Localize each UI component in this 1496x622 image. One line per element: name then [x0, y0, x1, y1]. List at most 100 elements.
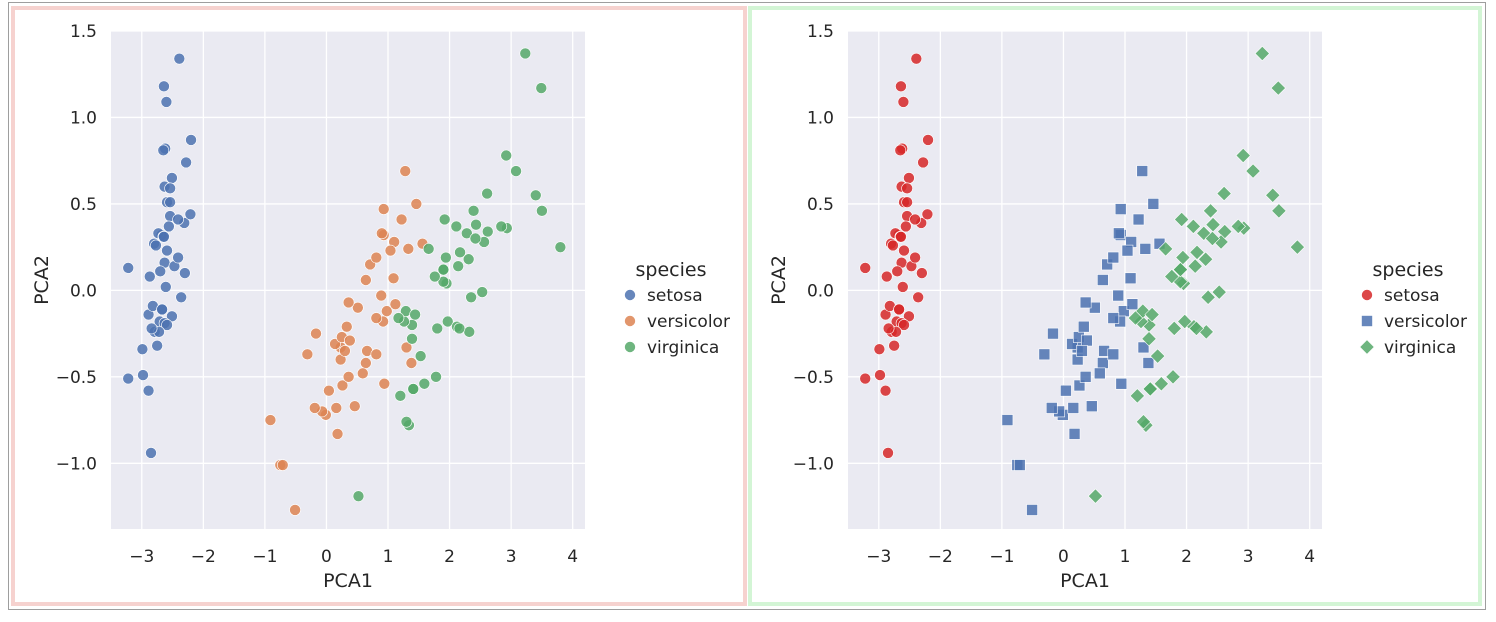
- setosa-point: [874, 369, 886, 381]
- versicolor-point: [336, 379, 349, 392]
- virginica-point: [454, 246, 466, 259]
- left-chart-panel: −3 −2 −1 0 1 2 3 4 1.5 1.0 0.5 0.0 −0.5 −1.0 PCA1 PCA2 s…: [11, 6, 747, 606]
- y-tick-label: 1.0: [70, 108, 97, 128]
- virginica-point: [535, 82, 548, 94]
- versicolor-point: [1013, 459, 1026, 471]
- legend-label-virginica: virginica: [647, 338, 719, 358]
- y-tick-label: −0.5: [793, 368, 834, 388]
- legend: species setosa versicolor virginica: [1359, 259, 1467, 358]
- virginica-point: [1271, 203, 1287, 219]
- data-points: [122, 47, 567, 516]
- versicolor-point: [1137, 341, 1150, 354]
- setosa-point: [901, 196, 913, 208]
- versicolor-point: [1085, 400, 1098, 413]
- versicolor-point: [1114, 203, 1127, 215]
- versicolor-point: [1047, 327, 1059, 340]
- virginica-point: [1164, 268, 1180, 285]
- virginica-point: [1135, 414, 1152, 430]
- setosa-point: [160, 96, 173, 108]
- y-tick-label: 1.5: [70, 22, 97, 42]
- y-axis-label: PCA2: [31, 255, 53, 305]
- x-tick-label: 1: [383, 547, 394, 567]
- setosa-point: [159, 281, 172, 293]
- setosa-point: [901, 182, 913, 195]
- virginica-point: [1153, 376, 1169, 392]
- versicolor-point: [342, 371, 355, 383]
- setosa-point: [172, 213, 184, 226]
- versicolor-point: [378, 377, 391, 390]
- series-setosa: [122, 52, 197, 459]
- versicolor-point: [389, 298, 402, 311]
- setosa-point: [900, 220, 912, 233]
- x-tick-label: −2: [928, 547, 953, 567]
- x-tick-label: 2: [1181, 547, 1192, 567]
- virginica-point: [431, 322, 444, 335]
- virginica-point: [510, 165, 522, 177]
- series-virginica: [352, 47, 567, 502]
- versicolor-point: [410, 198, 423, 210]
- virginica-point: [437, 263, 450, 276]
- virginica-point: [1150, 348, 1166, 364]
- x-tick-label: 4: [567, 547, 578, 567]
- y-tick-label: −0.5: [56, 368, 97, 388]
- versicolor-point: [352, 301, 364, 314]
- x-tick-label: 2: [444, 547, 455, 567]
- legend-label-virginica: virginica: [1384, 338, 1456, 358]
- versicolor-point: [310, 327, 322, 340]
- x-tick-label: −1: [989, 547, 1014, 567]
- x-tick-label: −2: [191, 547, 216, 567]
- virginica-point: [1185, 218, 1201, 235]
- versicolor-point: [1045, 402, 1058, 414]
- tick-labels: −3 −2 −1 0 1 2 3 4 1.5 1.0 0.5 0.0 −0.5 −1.0: [56, 22, 578, 567]
- versicolor-point: [1038, 348, 1051, 361]
- legend: species setosa versicolor virginica: [624, 259, 730, 358]
- virginica-point: [400, 415, 413, 428]
- setosa-point: [136, 343, 149, 355]
- versicolor-point: [1112, 289, 1125, 302]
- setosa-point: [903, 310, 915, 323]
- setosa-point: [122, 262, 135, 274]
- versicolor-point: [1121, 244, 1134, 257]
- virginica-point: [437, 275, 450, 288]
- virginica-point: [418, 377, 431, 390]
- virginica-point: [554, 241, 567, 253]
- setosa-point: [157, 144, 170, 157]
- setosa-point: [903, 172, 915, 184]
- legend-label-versicolor: versicolor: [647, 312, 730, 332]
- versicolor-point: [1101, 258, 1113, 271]
- setosa-point: [880, 270, 893, 283]
- versicolor-point: [1060, 384, 1072, 397]
- versicolor-point: [1126, 298, 1139, 311]
- setosa-point: [895, 230, 907, 243]
- x-tick-label: 3: [1243, 547, 1254, 567]
- setosa-point: [172, 251, 184, 264]
- virginica-point: [438, 213, 451, 226]
- virginica-point: [409, 308, 421, 321]
- virginica-point: [500, 149, 513, 162]
- virginica-point: [1087, 488, 1104, 504]
- gridlines: [848, 30, 1322, 529]
- virginica-point: [1289, 239, 1306, 255]
- versicolor-point: [376, 227, 388, 240]
- setosa-point: [173, 52, 186, 65]
- setosa-point: [158, 230, 170, 243]
- x-tick-label: −3: [129, 547, 154, 567]
- legend-label-versicolor: versicolor: [1384, 312, 1467, 332]
- setosa-point: [898, 319, 910, 331]
- virginica-point: [1141, 331, 1157, 347]
- versicolor-point: [375, 289, 388, 302]
- setosa-point: [150, 239, 162, 252]
- legend-marker-setosa: [1361, 289, 1373, 301]
- virginica-point: [461, 227, 473, 240]
- virginica-point: [1200, 289, 1216, 305]
- virginica-point: [1245, 163, 1261, 179]
- setosa-point: [859, 372, 872, 385]
- versicolor-point: [1136, 165, 1149, 177]
- setosa-point: [185, 134, 197, 146]
- versicolor-point: [395, 213, 408, 226]
- virginica-point: [465, 291, 477, 304]
- x-tick-label: −3: [866, 547, 891, 567]
- x-tick-label: 3: [506, 547, 517, 567]
- virginica-point: [414, 350, 427, 362]
- virginica-point: [1127, 310, 1144, 326]
